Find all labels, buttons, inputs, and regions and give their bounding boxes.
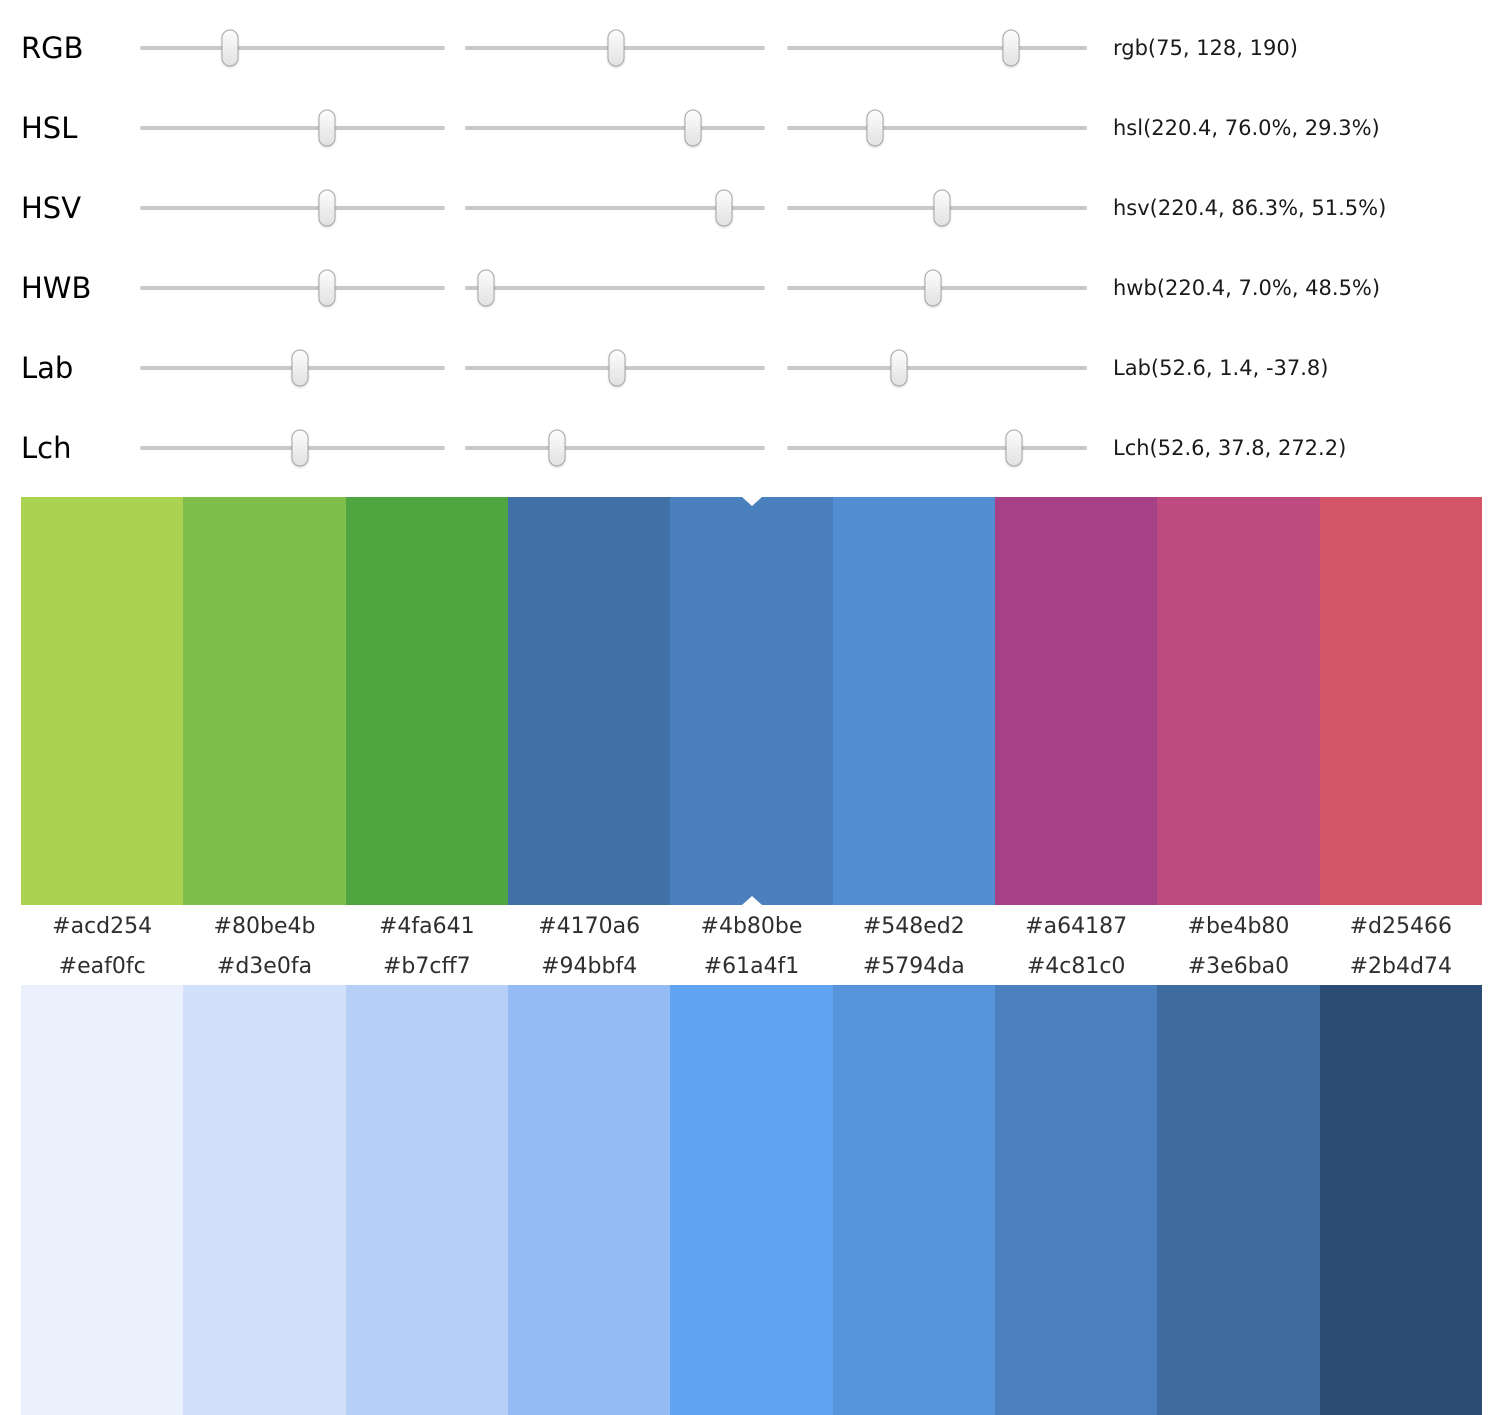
selected-color-notch-top [741, 497, 762, 506]
hue-palette-hex-labels: #acd254 #80be4b #4fa641 #4170a6 #4b80be … [21, 905, 1482, 948]
hex-label: #5794da [862, 954, 965, 979]
palette-swatch[interactable] [832, 497, 995, 905]
hue-palette [21, 497, 1482, 905]
slider-track[interactable] [465, 29, 765, 67]
slider-track[interactable] [787, 109, 1087, 147]
palette-swatch-selected[interactable] [670, 497, 833, 905]
palette-swatch[interactable] [21, 985, 184, 1415]
hex-label: #548ed2 [862, 914, 965, 939]
slider-track[interactable] [465, 109, 765, 147]
sliders-panel: RGB rgb(75, 128, 190) HSL hsl(220 [0, 0, 1501, 488]
palette-swatch[interactable] [1319, 497, 1482, 905]
slider-track[interactable] [465, 189, 765, 227]
hex-label: #4fa641 [378, 914, 475, 939]
slider-track[interactable] [140, 349, 445, 387]
hex-label: #be4b80 [1187, 914, 1290, 939]
slider-track[interactable] [140, 109, 445, 147]
slider-thumb[interactable] [291, 429, 309, 467]
palette-swatch[interactable] [345, 497, 508, 905]
slider-row-lch: Lch Lch(52.6, 37.8, 272.2) [0, 408, 1501, 488]
slider-track[interactable] [140, 429, 445, 467]
hex-label: #d3e0fa [216, 954, 313, 979]
slider-track[interactable] [787, 29, 1087, 67]
slider-thumb[interactable] [477, 269, 495, 307]
colorspace-label: RGB [21, 31, 84, 65]
slider-thumb[interactable] [866, 109, 884, 147]
hex-label: #4b80be [700, 914, 803, 939]
slider-track[interactable] [465, 429, 765, 467]
slider-row-hwb: HWB hwb(220.4, 7.0%, 48.5%) [0, 248, 1501, 328]
palette-swatch[interactable] [994, 497, 1158, 905]
hex-label: #d25466 [1349, 914, 1452, 939]
hex-label: #a64187 [1025, 914, 1128, 939]
palette-swatch[interactable] [507, 985, 671, 1415]
color-value-readout: Lab(52.6, 1.4, -37.8) [1113, 356, 1329, 380]
color-value-readout: Lch(52.6, 37.8, 272.2) [1113, 436, 1347, 460]
hex-label: #3e6ba0 [1187, 954, 1290, 979]
palette-swatch[interactable] [994, 985, 1158, 1415]
lightness-palette-hex-labels: #eaf0fc #d3e0fa #b7cff7 #94bbf4 #61a4f1 … [21, 948, 1482, 985]
slider-track[interactable] [787, 349, 1087, 387]
slider-row-hsl: HSL hsl(220.4, 76.0%, 29.3%) [0, 88, 1501, 168]
slider-thumb[interactable] [291, 349, 309, 387]
selected-color-notch-bottom [741, 896, 762, 905]
slider-track[interactable] [140, 189, 445, 227]
slider-track[interactable] [787, 429, 1087, 467]
slider-row-lab: Lab Lab(52.6, 1.4, -37.8) [0, 328, 1501, 408]
hex-label: #94bbf4 [541, 954, 638, 979]
slider-thumb[interactable] [607, 29, 625, 67]
hex-label: #eaf0fc [58, 954, 146, 979]
colorspace-label: HSL [21, 111, 78, 145]
slider-thumb[interactable] [1002, 29, 1019, 67]
slider-track[interactable] [140, 269, 445, 307]
color-value-readout: rgb(75, 128, 190) [1113, 36, 1298, 60]
color-value-readout: hwb(220.4, 7.0%, 48.5%) [1113, 276, 1381, 300]
slider-thumb[interactable] [318, 189, 336, 227]
colorspace-label: HSV [21, 191, 82, 225]
slider-thumb[interactable] [1005, 429, 1023, 467]
slider-track[interactable] [787, 269, 1087, 307]
palette-swatch[interactable] [507, 497, 671, 905]
slider-track[interactable] [140, 29, 445, 67]
colorspace-label: Lch [21, 431, 72, 465]
slider-track[interactable] [465, 349, 765, 387]
palette-swatch[interactable] [183, 497, 346, 905]
palette-swatch[interactable] [21, 497, 184, 905]
hex-label: #b7cff7 [382, 954, 471, 979]
palette-swatch[interactable] [1157, 985, 1320, 1415]
palette-swatch[interactable] [183, 985, 346, 1415]
slider-thumb[interactable] [318, 109, 336, 147]
slider-track[interactable] [465, 269, 765, 307]
slider-thumb[interactable] [608, 349, 626, 387]
hex-label: #acd254 [52, 914, 153, 939]
palette-swatch[interactable] [832, 985, 995, 1415]
slider-row-rgb: RGB rgb(75, 128, 190) [0, 8, 1501, 88]
lightness-palette [21, 985, 1482, 1415]
slider-thumb[interactable] [933, 189, 950, 227]
hex-label: #80be4b [213, 914, 316, 939]
slider-thumb[interactable] [715, 189, 733, 227]
hex-label: #4170a6 [538, 914, 641, 939]
color-value-readout: hsv(220.4, 86.3%, 51.5%) [1113, 196, 1387, 220]
slider-row-hsv: HSV hsv(220.4, 86.3%, 51.5%) [0, 168, 1501, 248]
colorspace-label: Lab [21, 351, 74, 385]
slider-track[interactable] [787, 189, 1087, 227]
hex-label: #61a4f1 [703, 954, 800, 979]
palette-swatch[interactable] [670, 985, 833, 1415]
slider-thumb[interactable] [221, 29, 239, 67]
palette-swatch[interactable] [1157, 497, 1320, 905]
palette-swatch[interactable] [345, 985, 508, 1415]
hex-label: #4c81c0 [1026, 954, 1126, 979]
hex-label: #2b4d74 [1349, 954, 1452, 979]
palette-swatch[interactable] [1319, 985, 1482, 1415]
slider-thumb[interactable] [924, 269, 941, 307]
slider-thumb[interactable] [318, 269, 336, 307]
color-value-readout: hsl(220.4, 76.0%, 29.3%) [1113, 116, 1380, 140]
slider-thumb[interactable] [890, 349, 908, 387]
slider-thumb[interactable] [548, 429, 566, 467]
slider-thumb[interactable] [684, 109, 702, 147]
colorspace-label: HWB [21, 271, 92, 305]
